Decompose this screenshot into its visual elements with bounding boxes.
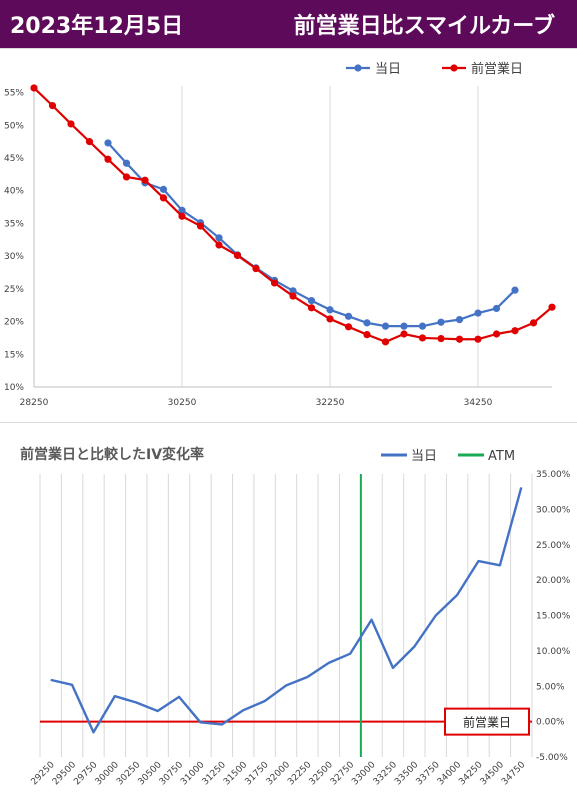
data-point bbox=[196, 222, 205, 230]
y-tick-label: 45% bbox=[4, 154, 24, 164]
data-point bbox=[104, 139, 112, 147]
y-tick-label: 5.00% bbox=[536, 682, 565, 692]
y-tick-label: 50% bbox=[4, 121, 24, 131]
data-point bbox=[215, 241, 223, 249]
data-point bbox=[529, 319, 538, 327]
header-banner: 2023年12月5日 前営業日比スマイルカーブ bbox=[0, 0, 577, 48]
series-line-today bbox=[50, 487, 523, 734]
iv-change-panel: 前営業日と比較したIV変化率 -5.00% 0.00% 5.00% 10.00% 15.0… bbox=[0, 423, 577, 802]
data-point bbox=[141, 176, 149, 184]
data-point bbox=[400, 330, 408, 338]
y-tick-label: 20% bbox=[4, 318, 24, 328]
data-point bbox=[492, 304, 501, 313]
x-tick-label: 34750 bbox=[500, 760, 528, 788]
data-point bbox=[381, 322, 390, 330]
data-point bbox=[455, 316, 464, 324]
data-point bbox=[48, 102, 57, 110]
data-point bbox=[233, 251, 242, 260]
data-point bbox=[85, 138, 94, 146]
data-point bbox=[437, 318, 445, 326]
y-tick-label: 55% bbox=[4, 89, 24, 99]
data-point bbox=[381, 338, 390, 346]
baseline-label: 前営業日 bbox=[463, 715, 511, 730]
y-tick-label: 0.00% bbox=[536, 718, 565, 728]
data-point bbox=[474, 309, 482, 317]
data-point bbox=[104, 155, 112, 163]
data-point bbox=[363, 319, 371, 327]
data-point bbox=[474, 335, 482, 343]
y-tick-label: 25% bbox=[4, 285, 24, 295]
y-tick-label: 35.00% bbox=[536, 470, 571, 480]
x-tick-label: 30250 bbox=[168, 398, 197, 408]
data-point bbox=[252, 264, 260, 273]
data-point bbox=[122, 173, 131, 181]
data-point bbox=[344, 312, 353, 320]
data-point bbox=[511, 327, 519, 335]
data-point bbox=[159, 194, 168, 202]
data-point bbox=[215, 234, 223, 242]
x-tick-label: 34250 bbox=[464, 398, 493, 408]
data-point bbox=[455, 335, 464, 343]
data-point bbox=[307, 297, 316, 305]
smile-curve-chart: 28250 30250 32250 34250 10% 15% 20% 25% 30% 35% 40… bbox=[4, 61, 556, 408]
data-point bbox=[418, 334, 427, 342]
x-tick-label: 28250 bbox=[20, 398, 49, 408]
legend-marker bbox=[354, 64, 362, 72]
y-tick-label: 20.00% bbox=[536, 576, 571, 586]
y-tick-label: 15% bbox=[4, 350, 24, 360]
header-date: 2023年12月5日 bbox=[10, 14, 184, 39]
y-tick-label: 25.00% bbox=[536, 541, 571, 551]
y-tick-label: 40% bbox=[4, 187, 24, 197]
data-point bbox=[344, 323, 353, 331]
data-point bbox=[178, 206, 186, 214]
data-point bbox=[178, 212, 186, 220]
data-point bbox=[363, 331, 371, 339]
data-point bbox=[30, 84, 38, 92]
data-point bbox=[326, 306, 334, 314]
y-tick-label: 30.00% bbox=[536, 505, 571, 515]
data-point bbox=[159, 185, 168, 193]
y-tick-label: 10% bbox=[4, 383, 24, 393]
data-point bbox=[400, 322, 408, 330]
y-tick-label: 35% bbox=[4, 219, 24, 229]
y-tick-label: 30% bbox=[4, 252, 24, 262]
data-point bbox=[418, 322, 427, 330]
data-point bbox=[67, 120, 75, 128]
legend-label: 前営業日 bbox=[471, 61, 523, 77]
legend-label: 当日 bbox=[375, 62, 401, 77]
baseline-label-box bbox=[444, 707, 530, 736]
data-point bbox=[270, 279, 279, 287]
data-point bbox=[548, 303, 556, 311]
y-tick-label: 10.00% bbox=[536, 647, 571, 657]
chart-title: 前営業日と比較したIV変化率 bbox=[20, 446, 204, 463]
series-line-prev bbox=[33, 87, 553, 343]
data-point bbox=[492, 330, 501, 338]
y-tick-label: 15.00% bbox=[536, 612, 571, 622]
x-tick-label: 32250 bbox=[316, 398, 345, 408]
header-title: 前営業日比スマイルカーブ bbox=[293, 14, 555, 39]
smile-curve-panel: 28250 30250 32250 34250 10% 15% 20% 25% 30% 35% 40… bbox=[0, 48, 577, 423]
data-point bbox=[307, 304, 316, 312]
data-point bbox=[437, 334, 445, 343]
y-tick-label: -5.00% bbox=[536, 753, 568, 763]
data-point bbox=[289, 292, 297, 300]
data-point bbox=[289, 287, 297, 295]
legend-label: ATM bbox=[488, 449, 515, 464]
data-point bbox=[122, 159, 131, 167]
data-point bbox=[326, 315, 334, 323]
legend-marker bbox=[450, 64, 458, 72]
iv-change-chart: 前営業日と比較したIV変化率 -5.00% 0.00% 5.00% 10.00% 15.0… bbox=[20, 446, 571, 788]
legend-label: 当日 bbox=[411, 449, 437, 464]
data-point bbox=[511, 286, 519, 294]
